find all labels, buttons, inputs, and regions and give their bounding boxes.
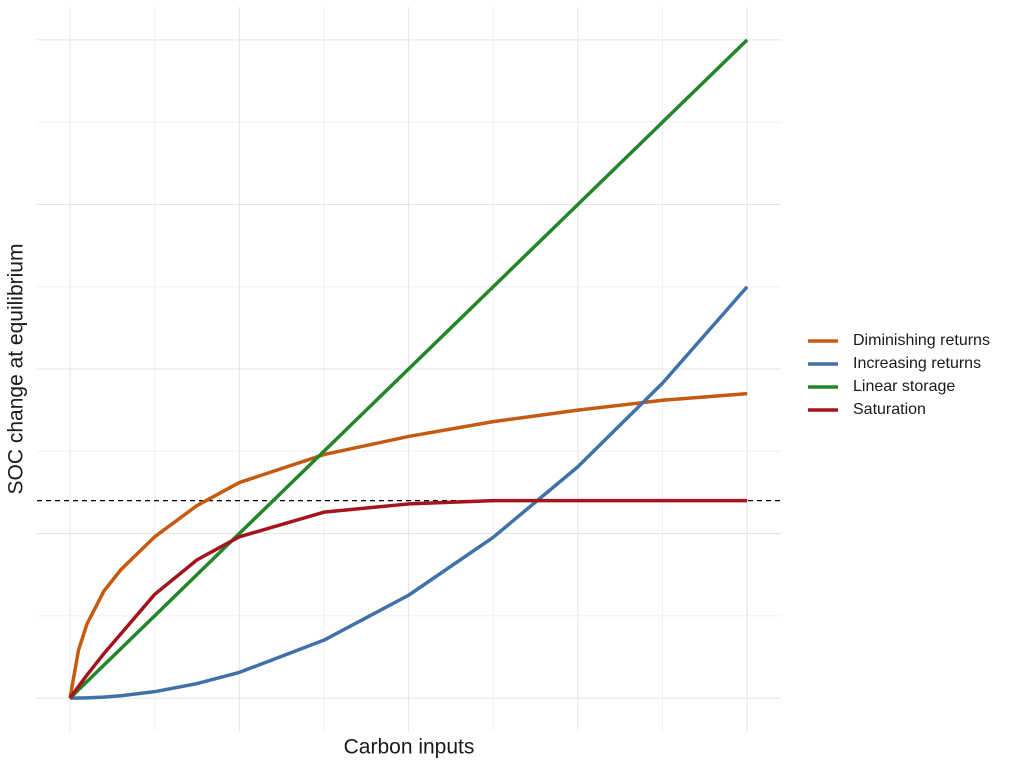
- legend: Diminishing returns Increasing returns Lin…: [808, 332, 990, 418]
- legend-label: Saturation: [853, 401, 926, 418]
- y-axis-title: SOC change at equilibrium: [5, 244, 28, 495]
- series-line: [68, 38, 749, 700]
- x-axis-title: Carbon inputs: [344, 736, 475, 759]
- series-line: [68, 391, 748, 699]
- plot-area: [37, 38, 781, 700]
- series-line: [69, 285, 749, 700]
- legend-label: Increasing returns: [853, 355, 981, 372]
- legend-label: Diminishing returns: [853, 332, 990, 349]
- legend-label: Linear storage: [853, 378, 955, 395]
- series-line: [68, 498, 748, 700]
